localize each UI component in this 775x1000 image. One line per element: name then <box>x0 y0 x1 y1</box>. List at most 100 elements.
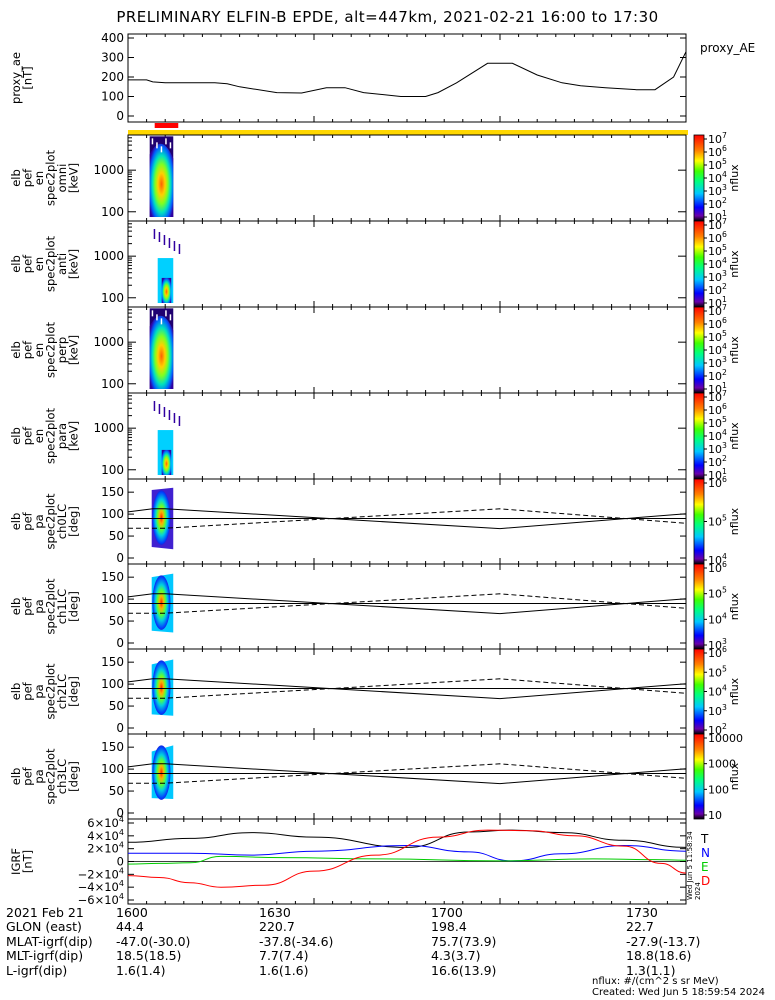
spec-noise-streak <box>153 401 156 411</box>
spec-noise-streak <box>168 238 171 248</box>
ylabel-line: perp <box>55 337 69 363</box>
spec-noise-gap <box>160 318 163 325</box>
cbar-label: nflux <box>728 250 741 278</box>
para-colorbar <box>693 392 705 480</box>
ch3LC-frame <box>127 733 687 820</box>
proxy-ae-line <box>128 51 687 97</box>
footer-row-label: MLAT-igrf(dip) <box>6 933 93 949</box>
cbar-tick-label: 101 <box>708 381 727 396</box>
proxy-ae-ylabel: proxy_ae[nT] <box>9 52 35 104</box>
cbar-label: nflux <box>728 507 741 535</box>
y-tick-label: 4×104 <box>87 828 124 843</box>
footer-value: 1630 <box>259 905 291 920</box>
cbar-tick-label: 106 <box>708 645 727 660</box>
para-spec-core <box>161 449 172 475</box>
y-tick-label: 2×104 <box>87 841 124 856</box>
igrf-legend-T: T <box>700 832 709 846</box>
ylabel-line: en <box>32 171 46 185</box>
ylabel-line: elb <box>9 513 23 531</box>
spec-noise-gap <box>165 138 167 145</box>
y-tick-label: 0 <box>116 636 124 650</box>
cbar-tick-label: 100 <box>708 783 729 796</box>
spec-noise-gap <box>151 138 154 145</box>
cbar-tick-label: 10 <box>708 809 722 822</box>
perp-spec-body <box>149 315 174 389</box>
ylabel-line: pa <box>32 769 46 783</box>
ylabel-line: ch3LC <box>55 759 69 794</box>
igrf-E-line <box>127 855 687 865</box>
ch3LC-spec-core <box>152 745 171 800</box>
y-tick-label: 150 <box>101 740 124 754</box>
proxy-ae-legend: proxy_AE <box>700 41 755 55</box>
spec-noise-gap <box>178 310 181 317</box>
cbar-tick-label: 105 <box>708 664 727 679</box>
cbar-tick-label: 103 <box>708 355 727 370</box>
chart-title: PRELIMINARY ELFIN-B EPDE, alt=447km, 202… <box>116 8 659 26</box>
y-tick-label: 50 <box>109 784 124 798</box>
cbar-tick-label: 107 <box>708 303 727 318</box>
cbar-tick-label: 106 <box>708 230 727 245</box>
anti-frame <box>127 220 687 308</box>
igrf-N-line <box>128 844 687 862</box>
y-tick-label: 1000 <box>93 421 124 435</box>
cbar-label: nflux <box>728 336 741 364</box>
cbar-tick-label: 105 <box>708 157 727 172</box>
igrf-D-line <box>127 829 687 888</box>
ylabel-line: pa <box>32 514 46 528</box>
y-tick-label: 0 <box>116 806 124 820</box>
y-tick-label: 100 <box>101 592 124 606</box>
spec-noise-gap <box>169 142 172 149</box>
cbar-tick-label: 103 <box>708 703 727 718</box>
loss-cone-line <box>127 763 687 785</box>
anti-spec-core <box>161 277 172 303</box>
proxy-ae-frame <box>127 33 687 123</box>
cbar-tick-label: 101 <box>708 209 727 224</box>
ylabel-line: en <box>32 429 46 443</box>
y-tick-label: −2×104 <box>78 866 124 881</box>
ch1LC-frame <box>127 563 687 650</box>
perp-colorbar <box>693 306 705 394</box>
y-tick-label: 300 <box>101 51 124 65</box>
footer-row-label: GLON (east) <box>6 919 82 935</box>
y-tick-label: 50 <box>109 614 124 628</box>
footer-value: 7.7(7.4) <box>259 948 309 964</box>
ylabel-line: [nT] <box>21 66 35 89</box>
spec-noise-streak <box>158 232 161 242</box>
ylabel-line: spec2plot <box>44 149 58 206</box>
y-tick-label: 400 <box>101 31 124 45</box>
footer-value: 1.3(1.1) <box>626 962 676 978</box>
anti-loss-cone-line <box>128 678 687 699</box>
y-tick-label: 1000 <box>93 249 124 263</box>
y-tick-label: 50 <box>109 529 124 543</box>
ylabel-line: [nT] <box>21 850 35 873</box>
spec-noise-gap <box>156 314 158 321</box>
ylabel-line: pa <box>32 599 46 613</box>
y-tick-label: 100 <box>101 507 124 521</box>
ch2LC-frame <box>127 648 687 735</box>
spec-noise-gap <box>165 310 167 317</box>
cbar-tick-label: 102 <box>708 368 727 383</box>
ylabel-line: elb <box>9 768 23 786</box>
ylabel-line: [deg] <box>67 506 81 537</box>
y-tick-label: 100 <box>101 677 124 691</box>
omni-colorbar <box>693 134 705 222</box>
omni-spec-body <box>149 143 174 217</box>
cbar-tick-label: 107 <box>708 217 727 232</box>
spec-noise-gap <box>183 142 185 149</box>
figure: 0100200300400proxy_ae[nT]proxy_AE1001000… <box>9 31 755 905</box>
ylabel-line: elb <box>9 427 23 445</box>
ylabel-line: ch2LC <box>55 674 69 709</box>
ylabel-line: spec2plot <box>44 235 58 292</box>
footer-row-label: MLT-igrf(dip) <box>6 948 84 964</box>
cbar-tick-label: 102 <box>708 722 727 737</box>
ylabel-line: spec2plot <box>44 748 58 805</box>
cbar-tick-label: 102 <box>708 454 727 469</box>
spec-noise-gap <box>183 314 185 321</box>
cbar-label: nflux <box>728 677 741 705</box>
ylabel-line: [keV] <box>67 421 81 451</box>
ylabel-line: pef <box>21 766 35 785</box>
y-tick-label: −4×104 <box>78 879 124 894</box>
